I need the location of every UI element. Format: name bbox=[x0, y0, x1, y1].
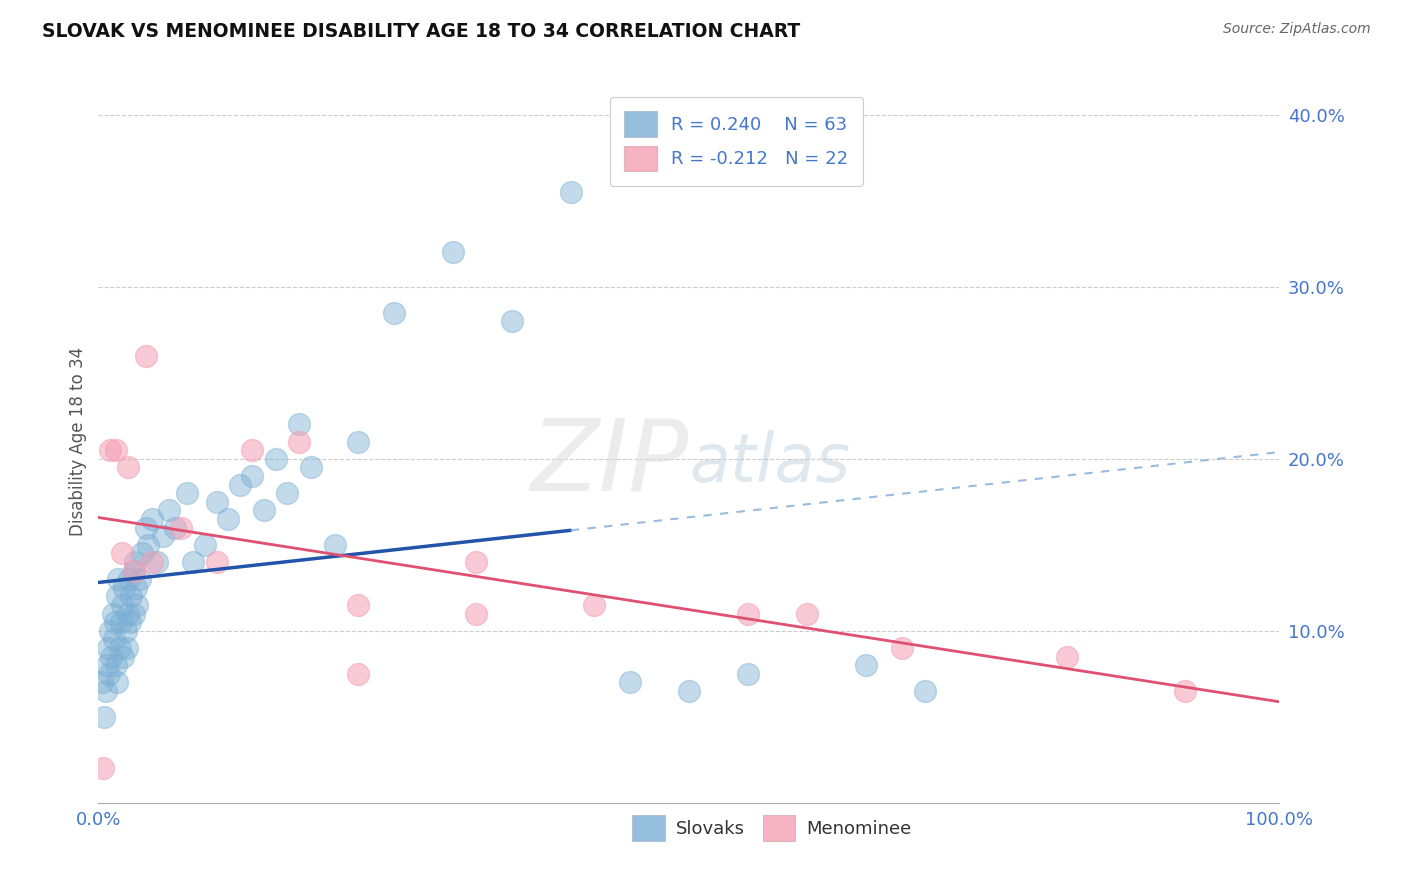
Point bbox=[165, 520, 187, 534]
Point bbox=[347, 598, 370, 612]
Text: Source: ZipAtlas.com: Source: ZipAtlas.com bbox=[1223, 22, 1371, 37]
Point bbox=[122, 564, 145, 578]
Point bbox=[100, 649, 122, 664]
Point bbox=[125, 581, 148, 595]
Point bbox=[105, 590, 128, 604]
Point bbox=[96, 658, 118, 673]
Point bbox=[217, 512, 239, 526]
Point bbox=[141, 555, 163, 569]
Legend: Slovaks, Menominee: Slovaks, Menominee bbox=[624, 808, 918, 848]
Point bbox=[181, 555, 204, 569]
Point bbox=[347, 434, 370, 449]
Point bbox=[288, 417, 311, 432]
Point bbox=[796, 607, 818, 621]
Point bbox=[122, 564, 145, 578]
Point bbox=[120, 615, 142, 630]
Point bbox=[465, 555, 488, 569]
Point bbox=[1056, 649, 1078, 664]
Point bbox=[170, 520, 193, 534]
Point bbox=[141, 512, 163, 526]
Point bbox=[104, 615, 127, 630]
Point bbox=[441, 245, 464, 260]
Point bbox=[152, 529, 174, 543]
Point bbox=[117, 607, 139, 621]
Point bbox=[111, 546, 134, 560]
Point bbox=[97, 640, 120, 655]
Point bbox=[124, 555, 146, 569]
Point bbox=[91, 761, 114, 775]
Text: SLOVAK VS MENOMINEE DISABILITY AGE 18 TO 34 CORRELATION CHART: SLOVAK VS MENOMINEE DISABILITY AGE 18 TO… bbox=[42, 22, 800, 41]
Point bbox=[98, 666, 121, 681]
Point bbox=[94, 684, 117, 698]
Point bbox=[107, 572, 129, 586]
Point bbox=[299, 460, 322, 475]
Point bbox=[122, 607, 145, 621]
Point bbox=[240, 443, 263, 458]
Text: atlas: atlas bbox=[689, 430, 851, 496]
Point bbox=[229, 477, 252, 491]
Point bbox=[98, 624, 121, 638]
Point bbox=[501, 314, 523, 328]
Point bbox=[118, 572, 141, 586]
Point bbox=[121, 590, 143, 604]
Point bbox=[115, 640, 138, 655]
Point bbox=[382, 305, 405, 319]
Point bbox=[136, 538, 159, 552]
Point bbox=[103, 632, 125, 647]
Point bbox=[347, 666, 370, 681]
Point bbox=[465, 607, 488, 621]
Point bbox=[101, 607, 124, 621]
Point bbox=[1174, 684, 1197, 698]
Point bbox=[91, 675, 114, 690]
Point bbox=[194, 538, 217, 552]
Point bbox=[127, 598, 149, 612]
Point bbox=[105, 675, 128, 690]
Point bbox=[110, 615, 132, 630]
Point bbox=[111, 598, 134, 612]
Point bbox=[737, 666, 759, 681]
Text: ZIP: ZIP bbox=[530, 415, 689, 512]
Point bbox=[131, 546, 153, 560]
Point bbox=[205, 555, 228, 569]
Point bbox=[114, 624, 136, 638]
Point bbox=[157, 503, 180, 517]
Point bbox=[146, 555, 169, 569]
Point bbox=[105, 443, 128, 458]
Point bbox=[105, 658, 128, 673]
Point bbox=[264, 451, 287, 466]
Point bbox=[135, 520, 157, 534]
Point bbox=[98, 443, 121, 458]
Point bbox=[128, 572, 150, 586]
Point bbox=[583, 598, 606, 612]
Point bbox=[205, 494, 228, 508]
Point bbox=[135, 349, 157, 363]
Point bbox=[678, 684, 700, 698]
Point bbox=[737, 607, 759, 621]
Point bbox=[855, 658, 877, 673]
Point bbox=[288, 434, 311, 449]
Point bbox=[253, 503, 276, 517]
Point bbox=[619, 675, 641, 690]
Point bbox=[890, 640, 912, 655]
Point bbox=[112, 649, 135, 664]
Point bbox=[117, 460, 139, 475]
Point bbox=[914, 684, 936, 698]
Point bbox=[93, 710, 115, 724]
Point bbox=[112, 581, 135, 595]
Point bbox=[560, 185, 582, 199]
Point bbox=[276, 486, 298, 500]
Point bbox=[323, 538, 346, 552]
Point bbox=[240, 469, 263, 483]
Y-axis label: Disability Age 18 to 34: Disability Age 18 to 34 bbox=[69, 347, 87, 536]
Point bbox=[176, 486, 198, 500]
Point bbox=[108, 640, 131, 655]
